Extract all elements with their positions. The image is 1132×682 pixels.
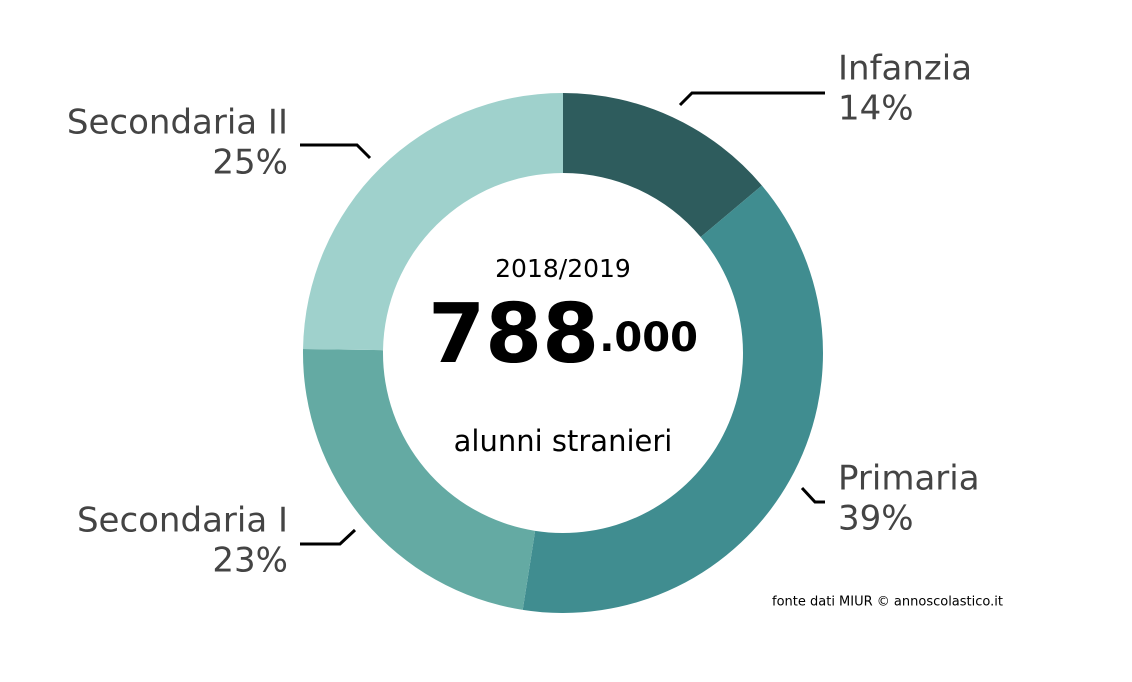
source: fonte dati MIUR © annoscolastico.it [772,595,1003,610]
leader-line [300,143,372,160]
donut [303,93,823,613]
center-value-suffix: .000 [599,315,698,361]
slice [303,93,563,351]
center-title: 2018/2019 [495,254,631,283]
slice-value-label: 23% [212,541,288,581]
center-value: 788.000 [428,287,698,382]
slice-value-label: 39% [838,499,914,539]
slice-label: Infanzia [838,49,972,89]
slice-value-label: 14% [838,89,914,129]
slice-label: Secondaria II [67,103,288,143]
slice-label: Primaria [838,459,980,499]
leader-line [300,528,357,546]
slice-label: Secondaria I [77,501,288,541]
center-label: alunni stranieri [454,424,673,458]
slice-value-label: 25% [212,143,288,183]
slice [303,348,536,610]
slice [563,93,762,238]
leader-line [800,486,825,504]
leader-line [678,91,825,107]
slice [522,185,823,613]
center-value-main: 788 [428,287,599,382]
